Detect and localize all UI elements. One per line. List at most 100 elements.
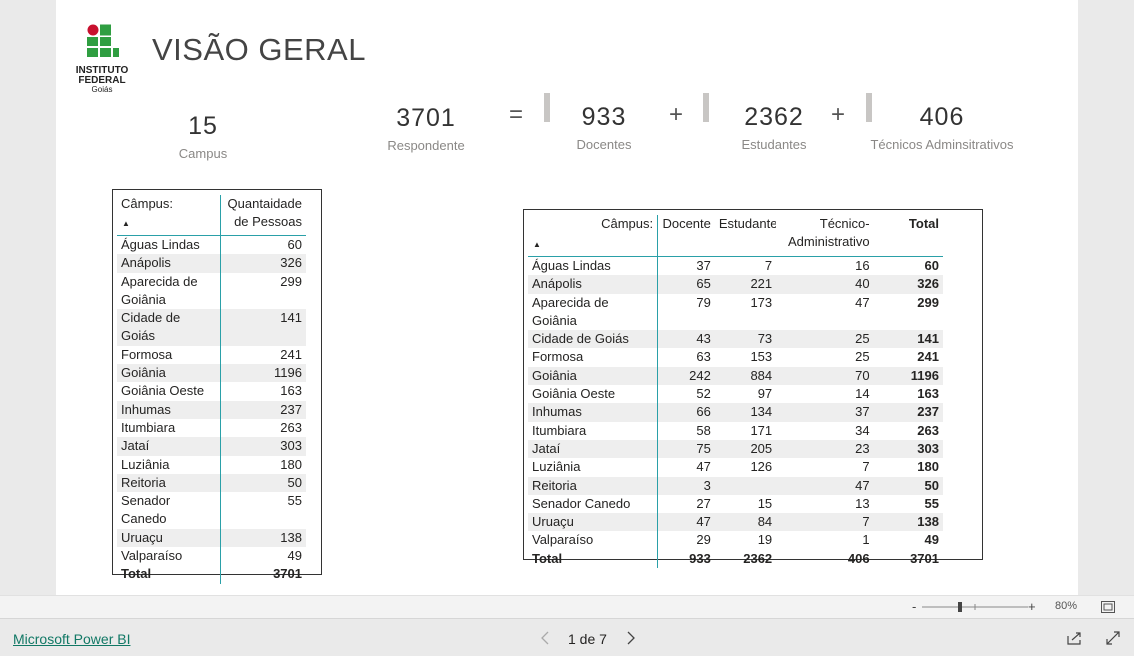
cell: 55 — [287, 493, 302, 509]
fullscreen[interactable] — [1106, 631, 1120, 645]
separator — [544, 93, 550, 122]
operator: + — [830, 101, 845, 128]
cell: 263 — [917, 422, 939, 438]
column-header: Docente — [657, 215, 715, 257]
cell: 73 — [714, 330, 777, 349]
zoom-slider[interactable] — [922, 600, 1028, 614]
cell: 2362 — [743, 550, 773, 566]
kpi-value: 933 — [581, 103, 627, 131]
cell: 241 — [917, 349, 939, 365]
row-label: Cidade de Goiás — [528, 330, 659, 349]
row-label: Goiânia — [117, 364, 221, 383]
power-bi-link[interactable]: Microsoft Power BI — [13, 631, 131, 647]
cell: 50 — [220, 473, 306, 493]
cell: 63 — [696, 349, 711, 365]
sort-arrow[interactable]: ▲ — [122, 218, 130, 228]
cell: 163 — [917, 386, 939, 402]
cell: 138 — [220, 528, 306, 548]
cell: 1 — [862, 532, 870, 548]
cell: 141 — [873, 330, 943, 349]
table-row: Total 933 2362 406 3701 — [528, 549, 943, 569]
next-page[interactable] — [626, 631, 636, 645]
cell: 25 — [855, 349, 870, 365]
row-label: Aparecida de Goiânia — [528, 293, 659, 331]
cell: 241 — [280, 346, 302, 362]
fit-page[interactable] — [1101, 601, 1115, 613]
row-label: Jataí — [528, 439, 659, 459]
cell: 49 — [287, 548, 302, 564]
cell: 3701 — [910, 550, 939, 566]
row-label: Formosa — [528, 348, 659, 367]
row-label: Reitoria — [117, 473, 221, 493]
row-label: Itumbiara — [528, 421, 659, 440]
page-indicator: 1 de 7 — [568, 631, 607, 647]
cell: 180 — [280, 456, 302, 472]
row-label: Total — [117, 565, 221, 584]
kpi-label: Docentes — [576, 137, 632, 152]
cell: 126 — [750, 459, 773, 475]
zoom-level: 80% — [1055, 600, 1078, 612]
cell: 55 — [924, 495, 939, 511]
row-label: Aparecida de Goiânia — [117, 272, 221, 310]
logo-text: FEDERAL — [78, 75, 125, 86]
cell: 19 — [757, 532, 773, 548]
cell: 40 — [776, 275, 874, 294]
cell: 933 — [689, 550, 711, 566]
cell: 141 — [220, 309, 306, 346]
column-header: Total — [873, 215, 943, 257]
table-row: Reitoria 3 47 50 — [528, 476, 943, 495]
row-label: Total — [528, 549, 659, 569]
table: Câmpus: ▲ Docente Estudante Técnico-Administ… — [528, 215, 943, 569]
cell: 7 — [764, 258, 773, 273]
footer-bar: Microsoft Power BI 1 de 7 — [0, 618, 1134, 656]
table-row: Inhumas 66 134 37 237 — [528, 403, 943, 422]
table-row: Aparecida de Goiânia 299 — [117, 272, 306, 310]
cell: 180 — [917, 459, 939, 475]
cell: 173 — [750, 294, 773, 310]
table-row: Inhumas 237 — [117, 400, 306, 419]
row-label: Valparaíso — [117, 547, 221, 566]
table-row: Uruaçu 138 — [117, 528, 306, 548]
table-row: Uruaçu 47 84 7 138 — [528, 513, 943, 532]
kpi-value: 15 — [188, 112, 218, 140]
cell: 1196 — [873, 366, 943, 386]
row-label: Senador Canedo — [117, 492, 221, 529]
cell: 65 — [657, 275, 715, 294]
cell: 171 — [750, 422, 773, 438]
table-row: Formosa 241 — [117, 345, 306, 365]
cell: 16 — [855, 258, 870, 273]
table-row: Luziânia 180 — [117, 455, 306, 474]
cell: 263 — [280, 419, 302, 435]
logo: INSTITUTO FEDERAL Goiás — [76, 24, 129, 94]
cell: 58 — [696, 422, 711, 438]
cell: 34 — [855, 422, 870, 438]
table-row: Formosa 63 153 25 241 — [528, 348, 943, 367]
prev-page[interactable] — [540, 631, 550, 645]
row-label: Formosa — [117, 345, 221, 365]
cell: 205 — [714, 439, 777, 459]
cell: 7 — [862, 459, 870, 475]
row-label: Senador Canedo — [528, 494, 659, 514]
cell: 97 — [757, 386, 773, 402]
cell: 221 — [714, 275, 777, 294]
table-visual: Câmpus: ▲ Docente Estudante Técnico-Administ… — [523, 209, 983, 569]
zoom-out[interactable]: - — [912, 599, 917, 614]
table-row: Goiânia Oeste 52 97 14 163 — [528, 385, 943, 404]
operator: = — [508, 101, 523, 128]
cell: 47 — [657, 513, 715, 532]
share[interactable] — [1067, 631, 1082, 645]
row-label: Águas Lindas — [117, 235, 221, 255]
cell: 237 — [873, 403, 943, 422]
cell: 134 — [714, 403, 777, 422]
cell: 13 — [855, 495, 870, 511]
cell: 84 — [714, 513, 777, 532]
zoom-in[interactable]: + — [1028, 599, 1036, 614]
sort-arrow[interactable]: ▲ — [533, 239, 541, 249]
cell: 79 — [696, 294, 711, 310]
kpi-label: Respondente — [387, 138, 465, 153]
cell: 138 — [873, 513, 943, 532]
kpi-value: 2362 — [744, 103, 804, 131]
table-row: Anápolis 65 221 40 326 — [528, 275, 943, 294]
row-label: Goiânia Oeste — [117, 382, 221, 401]
